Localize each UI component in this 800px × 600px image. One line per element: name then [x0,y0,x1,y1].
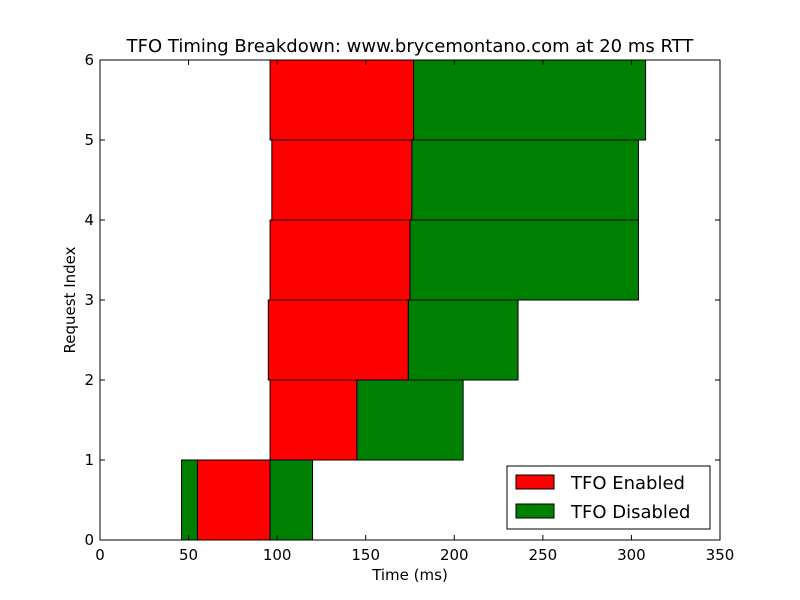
x-tick-label-150: 150 [351,546,380,564]
legend-label-tfo-disabled: TFO Disabled [570,502,690,523]
legend-swatch-tfo-enabled [515,474,555,490]
x-tick-label-50: 50 [179,546,198,564]
legend-label-tfo-enabled: TFO Enabled [570,473,685,494]
bar-tfo-disabled-request-2 [407,299,519,381]
y-tick-label-5: 5 [84,131,94,149]
y-tick-label-2: 2 [84,371,94,389]
y-tick-label-6: 6 [84,51,94,69]
y-tick-label-1: 1 [84,451,94,469]
legend: TFO Enabled TFO Disabled [506,465,711,530]
bar-tfo-enabled-request-4 [271,139,413,221]
bar-tfo-disabled-request-4 [411,139,640,221]
bar-tfo-disabled-request-5 [413,59,647,141]
legend-swatch-tfo-disabled [515,503,555,519]
x-tick-label-350: 350 [706,546,735,564]
x-tick-label-250: 250 [529,546,558,564]
bars-layer [180,59,647,541]
ticks-layer: 0 50 100 150 200 250 300 350 0 1 2 3 4 5 6 [84,51,734,564]
x-tick-label-100: 100 [263,546,292,564]
bar-tfo-enabled-request-0 [196,459,271,541]
x-tick-label-200: 200 [440,546,469,564]
y-tick-label-4: 4 [84,211,94,229]
y-tick-label-3: 3 [84,291,94,309]
bar-tfo-enabled-request-3 [269,219,411,301]
y-tick-label-0: 0 [84,531,94,549]
bar-tfo-enabled-request-2 [267,299,409,381]
bar-tfo-enabled-request-1 [269,379,358,461]
x-tick-label-300: 300 [617,546,646,564]
bar-tfo-disabled-request-1 [356,379,464,461]
bar-tfo-disabled-request-3 [409,219,640,301]
y-axis-label: Request Index [61,246,79,353]
chart-title: TFO Timing Breakdown: www.brycemontano.c… [126,36,695,57]
bar-tfo-enabled-request-5 [269,59,415,141]
x-tick-label-0: 0 [95,546,105,564]
x-axis-label: Time (ms) [371,566,448,584]
